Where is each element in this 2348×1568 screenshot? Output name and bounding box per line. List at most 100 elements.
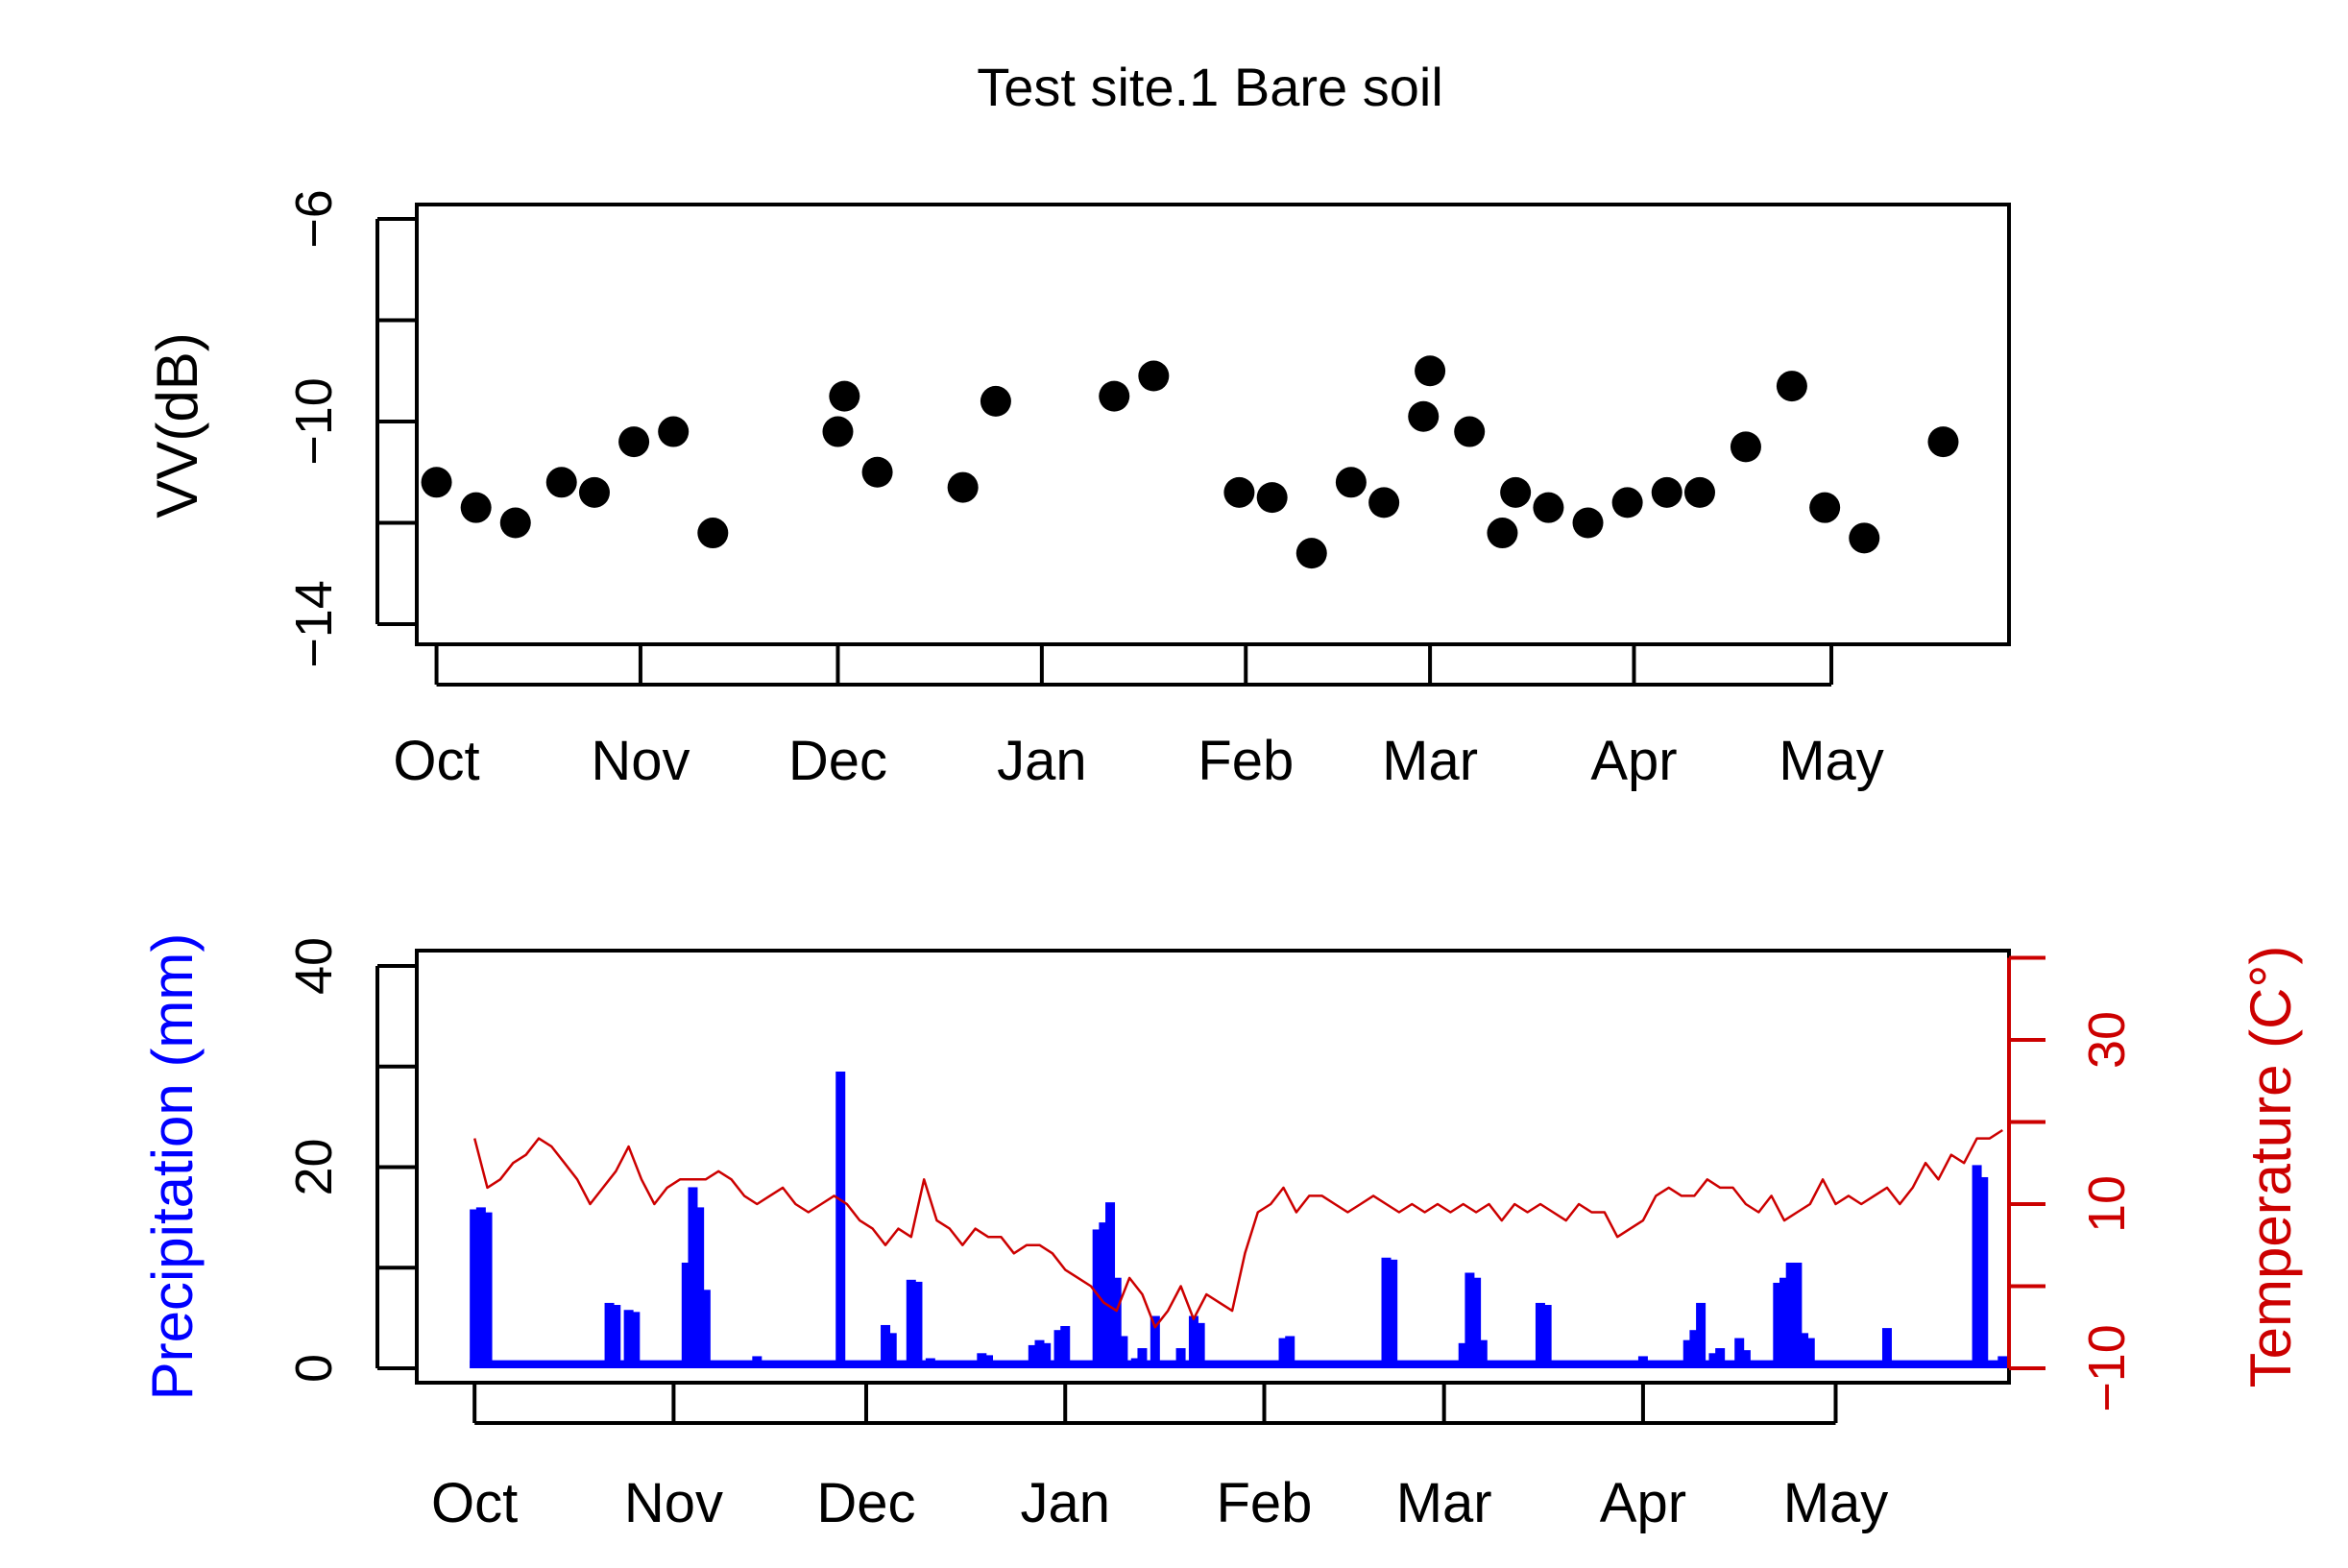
vv-y-tick-label: −14 xyxy=(285,580,343,668)
precip-bar xyxy=(752,1356,762,1368)
precip-bar xyxy=(470,1209,480,1368)
precip-baseline-bar xyxy=(470,1360,1999,1368)
vv-point xyxy=(1809,492,1841,523)
precip-bar xyxy=(700,1290,711,1368)
precip-bar xyxy=(623,1310,634,1368)
precip-temp-panel: 0 20 40 −10 10 30 Oct Nov Dec Jan Feb Mar Apr May P… xyxy=(140,933,2303,1534)
precip-bar xyxy=(1175,1348,1186,1368)
precip-bar xyxy=(1028,1344,1038,1368)
precip-y-axis: 0 20 40 xyxy=(285,937,417,1383)
precip-bar xyxy=(1381,1257,1392,1368)
precip-bar xyxy=(1034,1339,1045,1368)
precip-bar xyxy=(925,1358,935,1368)
precip-bar xyxy=(1804,1338,1815,1368)
vv-point xyxy=(578,476,610,508)
vv-point xyxy=(1487,518,1518,549)
precip-bar xyxy=(1130,1358,1141,1368)
precip-bar xyxy=(1715,1348,1726,1368)
precip-plot-frame xyxy=(415,949,2011,1385)
vv-point xyxy=(1415,355,1446,387)
precip-bar xyxy=(688,1187,698,1368)
precip-bar xyxy=(1978,1176,1989,1368)
precip-x-tick-label: Jan xyxy=(1020,1472,1110,1534)
precip-bar xyxy=(1734,1338,1745,1368)
temp-y-axis-label: Temperature (C°) xyxy=(2239,946,2303,1388)
temp-y-tick-label: 10 xyxy=(2078,1175,2136,1233)
vv-point xyxy=(545,467,577,498)
figure-title: Test site.1 Bare soil xyxy=(977,57,1443,117)
precip-bar xyxy=(1682,1339,1693,1368)
precip-bar xyxy=(1541,1305,1552,1368)
vv-point xyxy=(1368,487,1400,519)
precip-bar xyxy=(906,1279,916,1368)
precip-bar xyxy=(1150,1315,1160,1368)
precip-x-tick-label: Nov xyxy=(624,1472,723,1534)
precip-bar xyxy=(1477,1339,1488,1368)
precip-bar xyxy=(475,1207,486,1368)
precip-bar xyxy=(1099,1222,1109,1368)
vv-point xyxy=(1408,400,1440,432)
precip-bar xyxy=(835,1071,846,1368)
vv-point xyxy=(1572,507,1604,539)
precip-bar xyxy=(1053,1330,1064,1368)
precip-bar xyxy=(1388,1259,1398,1368)
vv-point xyxy=(1849,522,1880,554)
vv-point xyxy=(1223,476,1255,508)
precip-bar xyxy=(1092,1229,1102,1368)
vv-x-tick-label: Mar xyxy=(1382,730,1478,792)
precip-bar xyxy=(1458,1342,1468,1368)
vv-x-tick-label: Nov xyxy=(591,730,690,792)
vv-y-tick-label: −6 xyxy=(285,189,343,249)
precip-bar xyxy=(1972,1165,1982,1368)
vv-point xyxy=(1454,416,1486,447)
vv-point xyxy=(1533,492,1564,523)
vv-x-axis: Oct Nov Dec Jan Feb Mar Apr May xyxy=(393,644,1884,792)
vv-x-tick-label: Dec xyxy=(788,730,887,792)
vv-point xyxy=(1500,476,1532,508)
precip-y-tick-label: 40 xyxy=(285,937,343,995)
precip-bar xyxy=(1799,1333,1809,1368)
vv-point xyxy=(947,471,979,503)
precip-y-tick-label: 0 xyxy=(285,1354,343,1383)
vv-point xyxy=(460,492,492,523)
precip-bars xyxy=(470,1071,2008,1368)
vv-point xyxy=(1776,371,1807,402)
vv-points xyxy=(421,355,1959,569)
precip-bar xyxy=(1535,1302,1545,1368)
temp-y-tick-label: 30 xyxy=(2078,1011,2136,1069)
precip-bar xyxy=(604,1302,615,1368)
precip-bar xyxy=(1195,1322,1205,1368)
precip-x-tick-label: Oct xyxy=(431,1472,518,1534)
vv-point xyxy=(861,456,893,488)
precip-bar xyxy=(1689,1330,1700,1368)
precip-bar xyxy=(611,1305,621,1368)
vv-point xyxy=(829,380,860,412)
precip-bar xyxy=(1881,1328,1892,1368)
vv-point xyxy=(1138,360,1170,392)
precip-bar xyxy=(1773,1282,1783,1368)
precip-bar xyxy=(977,1353,987,1368)
temp-series xyxy=(472,1128,2003,1329)
precip-bar xyxy=(1637,1356,1648,1368)
precip-x-tick-label: May xyxy=(1783,1472,1889,1534)
vv-x-tick-label: Feb xyxy=(1198,730,1294,792)
vv-point xyxy=(618,426,650,458)
vv-y-axis: −14 −10 −6 xyxy=(285,189,417,668)
precip-x-axis: Oct Nov Dec Jan Feb Mar Apr May xyxy=(431,1383,1888,1534)
vv-y-axis-label: VV(dB) xyxy=(145,332,209,518)
vv-point xyxy=(980,385,1011,417)
temp-y-axis: −10 10 30 xyxy=(2007,955,2136,1412)
vv-point xyxy=(1683,476,1715,508)
vv-x-tick-label: Jan xyxy=(997,730,1087,792)
vv-point xyxy=(697,518,729,549)
precip-x-tick-label: Dec xyxy=(816,1472,915,1534)
precip-bar xyxy=(1188,1315,1198,1368)
precip-bar xyxy=(881,1324,891,1368)
vv-y-tick-label: −10 xyxy=(285,377,343,466)
precip-bar xyxy=(1464,1272,1475,1368)
precip-bar xyxy=(1471,1277,1482,1368)
precip-bar xyxy=(694,1207,705,1368)
precip-bar xyxy=(482,1212,493,1368)
temp-y-tick-label: −10 xyxy=(2078,1324,2136,1412)
vv-point xyxy=(1256,482,1288,514)
